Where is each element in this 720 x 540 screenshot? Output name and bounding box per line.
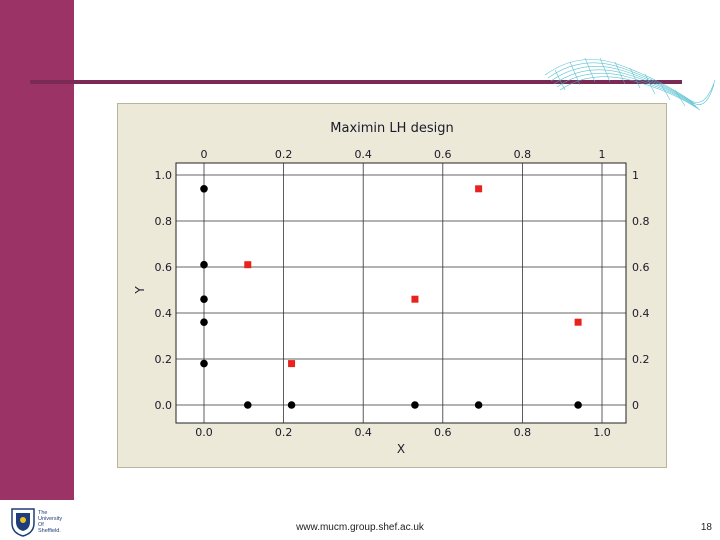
top-tick-label: 0.8	[514, 148, 532, 161]
x-axis-label: X	[397, 442, 405, 456]
university-logo-text: The University Of Sheffield.	[38, 510, 63, 534]
right-tick-label: 0	[632, 399, 639, 412]
right-tick-label: 0.6	[632, 261, 650, 274]
footer-url: www.mucm.group.shef.ac.uk	[296, 522, 424, 533]
shield-icon	[11, 508, 35, 537]
circle-point	[243, 401, 252, 409]
circle-point	[474, 401, 483, 409]
y-tick-label: 0.8	[155, 215, 173, 228]
square-point	[244, 261, 252, 269]
x-tick-label: 1.0	[593, 426, 611, 439]
wave-mesh-graphic	[544, 57, 716, 111]
page-number: 18	[700, 522, 712, 533]
plot-area	[175, 162, 627, 424]
x-tick-label: 0.6	[434, 426, 452, 439]
square-point	[288, 360, 296, 368]
circle-point	[200, 318, 208, 327]
y-tick-label: 1.0	[155, 169, 173, 182]
circle-point	[411, 401, 419, 409]
title-rule	[30, 80, 682, 84]
chart-title: Maximin LH design	[330, 121, 454, 136]
top-tick-label: 0.4	[354, 148, 372, 161]
top-tick-label: 0.6	[434, 148, 452, 161]
y-tick-label: 0.2	[155, 353, 173, 366]
circle-point	[200, 359, 208, 368]
square-point	[411, 295, 419, 303]
top-tick-label: 0.2	[275, 148, 293, 161]
right-tick-label: 0.2	[632, 353, 650, 366]
x-tick-label: 0.4	[354, 426, 372, 439]
right-tick-label: 0.4	[632, 307, 650, 320]
x-tick-label: 0.8	[514, 426, 532, 439]
y-tick-label: 0.0	[155, 399, 173, 412]
y-axis-label: Y	[133, 286, 147, 295]
y-tick-label: 0.4	[155, 307, 173, 320]
square-point	[574, 318, 582, 326]
right-tick-label: 0.8	[632, 215, 650, 228]
x-tick-label: 0.2	[275, 426, 293, 439]
x-tick-label: 0.0	[195, 426, 213, 439]
circle-point	[574, 401, 582, 409]
circle-point	[200, 295, 208, 304]
top-tick-label: 0	[201, 148, 208, 161]
circle-point	[287, 401, 296, 409]
right-tick-label: 1	[632, 169, 639, 182]
circle-point	[200, 185, 208, 193]
circle-point	[200, 260, 208, 269]
square-point	[475, 185, 483, 193]
top-tick-label: 1	[599, 148, 606, 161]
y-tick-label: 0.6	[155, 261, 173, 274]
